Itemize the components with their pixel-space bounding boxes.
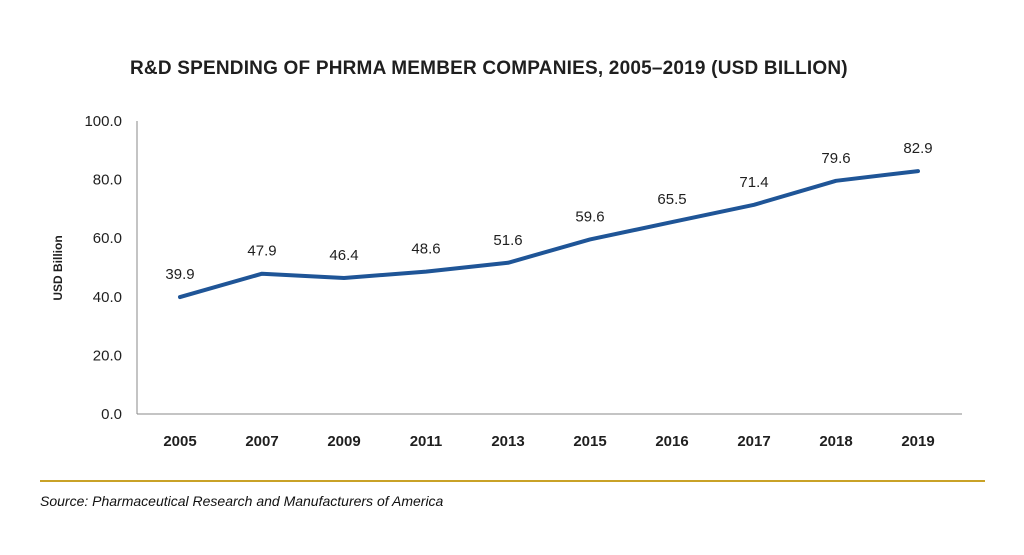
- x-tick-label: 2015: [573, 433, 606, 450]
- data-label: 51.6: [493, 232, 522, 249]
- chart-title: R&D SPENDING OF PHRMA MEMBER COMPANIES, …: [130, 58, 848, 79]
- x-axis-ticks: 2005 2007 2009 2011 2013 2015 2016 2017 2018 2019: [163, 433, 934, 450]
- x-tick-label: 2007: [245, 433, 278, 450]
- y-tick-label: 0.0: [101, 406, 122, 423]
- x-tick-label: 2013: [491, 433, 524, 450]
- data-label: 71.4: [739, 174, 768, 191]
- x-tick-label: 2019: [901, 433, 934, 450]
- x-tick-label: 2018: [819, 433, 852, 450]
- data-label: 82.9: [903, 140, 932, 157]
- y-tick-label: 100.0: [84, 113, 122, 130]
- data-point: [424, 270, 428, 274]
- data-label: 79.6: [821, 150, 850, 167]
- chart-axes: [136, 121, 962, 415]
- data-point: [588, 237, 592, 241]
- data-point: [916, 169, 920, 173]
- line-chart: 0.0 20.0 40.0 60.0 80.0 100.0 2005 2007 2009 201…: [51, 113, 962, 450]
- data-point: [178, 295, 182, 299]
- data-point: [506, 261, 510, 265]
- source-note: Source: Pharmaceutical Research and Manu…: [40, 493, 444, 509]
- data-label: 47.9: [247, 243, 276, 260]
- y-tick-label: 80.0: [93, 172, 122, 189]
- x-tick-label: 2009: [327, 433, 360, 450]
- data-point: [260, 272, 264, 276]
- data-point: [342, 276, 346, 280]
- data-labels: 39.9 47.9 46.4 48.6 51.6 59.6 65.5 71.4 79.6 82.9: [165, 140, 932, 283]
- data-point: [670, 220, 674, 224]
- y-tick-label: 40.0: [93, 289, 122, 306]
- y-axis-label: USD Billion: [51, 235, 65, 300]
- x-tick-label: 2017: [737, 433, 770, 450]
- series-line: [178, 169, 920, 300]
- x-tick-label: 2016: [655, 433, 688, 450]
- x-tick-label: 2005: [163, 433, 196, 450]
- y-tick-label: 60.0: [93, 230, 122, 247]
- y-axis-ticks: 0.0 20.0 40.0 60.0 80.0 100.0: [84, 113, 122, 423]
- y-tick-label: 20.0: [93, 347, 122, 364]
- source-divider: [40, 480, 985, 482]
- data-label: 48.6: [411, 241, 440, 258]
- data-label: 59.6: [575, 208, 604, 225]
- data-label: 46.4: [329, 247, 358, 264]
- data-label: 65.5: [657, 191, 686, 208]
- x-tick-label: 2011: [410, 433, 443, 450]
- data-point: [834, 179, 838, 183]
- series-layer: [178, 169, 920, 300]
- data-label: 39.9: [165, 266, 194, 283]
- data-point: [752, 203, 756, 207]
